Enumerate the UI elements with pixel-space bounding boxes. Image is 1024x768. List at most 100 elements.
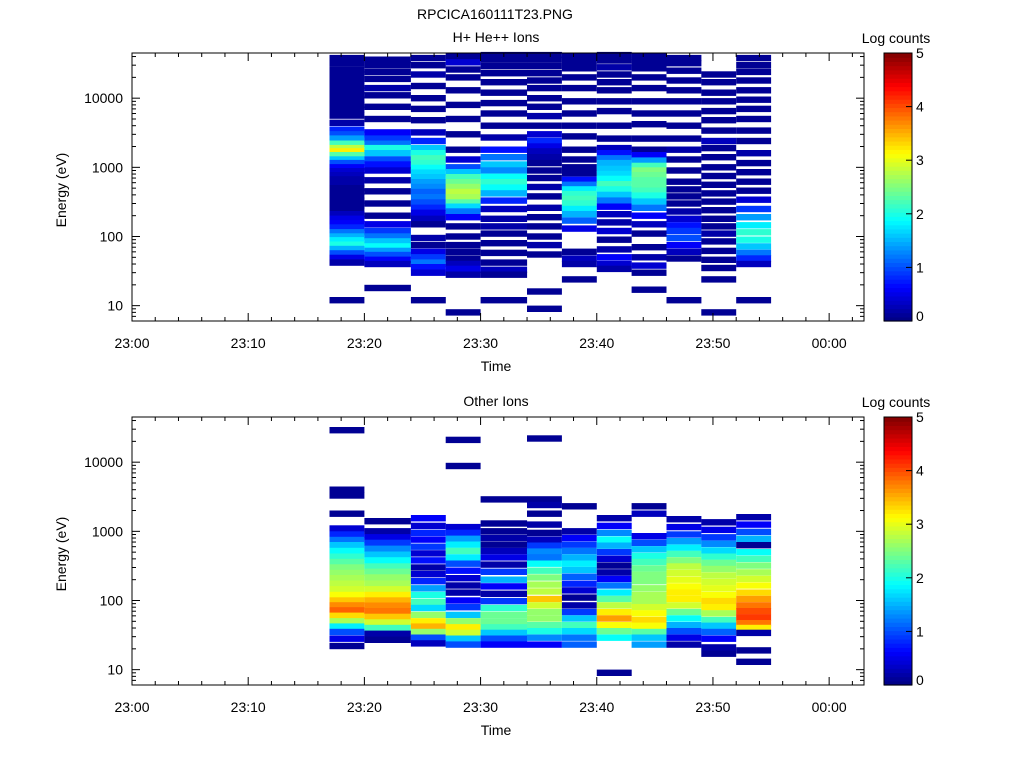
heatmap-cell: [329, 542, 365, 549]
heatmap-cell: [410, 204, 446, 211]
x-tick-label: 23:40: [579, 699, 614, 715]
heatmap-cell: [329, 492, 365, 499]
y-tick-label: 1000: [92, 523, 123, 539]
y-tick-label: 1000: [92, 159, 123, 175]
heatmap-cell: [527, 137, 562, 145]
heatmap-cell: [445, 164, 481, 171]
heatmap-cell: [364, 75, 411, 83]
panel-title: Other Ions: [463, 393, 528, 409]
colorbar-swatch: [884, 421, 912, 426]
colorbar-swatch: [884, 672, 912, 678]
heatmap-cell: [561, 225, 597, 232]
colorbar-swatch: [884, 479, 912, 485]
colorbar-swatch: [884, 245, 912, 251]
heatmap-cell: [561, 615, 597, 622]
heatmap-cell: [364, 188, 411, 195]
heatmap-cell: [701, 223, 737, 230]
heatmap-cell: [527, 615, 562, 622]
heatmap-cell: [736, 521, 772, 528]
colorbar-swatch: [884, 450, 912, 456]
heatmap-cell: [596, 529, 632, 537]
heatmap-cell: [364, 608, 411, 615]
heatmap-cell: [736, 535, 772, 542]
heatmap-cell: [480, 215, 528, 222]
heatmap-cell: [364, 200, 411, 207]
heatmap-cell: [410, 209, 446, 216]
heatmap-cell: [701, 597, 737, 605]
heatmap-cell: [701, 144, 737, 152]
heatmap-cell: [445, 59, 481, 66]
heatmap-cell: [701, 137, 737, 145]
heatmap-cell: [329, 152, 365, 159]
colorbar-swatch: [884, 571, 912, 577]
time-bin: [666, 516, 702, 648]
heatmap-cell: [631, 628, 667, 636]
heatmap-cell: [410, 82, 446, 90]
heatmap-cell: [410, 618, 446, 625]
heatmap-cell: [701, 190, 737, 197]
heatmap-cell: [480, 597, 528, 605]
colorbar-tick-label: 3: [916, 152, 924, 168]
colorbar-tick-label: 1: [916, 259, 924, 275]
heatmap-cell: [666, 538, 702, 545]
heatmap-cell: [329, 607, 365, 614]
heatmap-cell: [364, 84, 411, 92]
heatmap-cell: [596, 236, 632, 243]
heatmap-cell: [329, 66, 365, 73]
colorbar-swatch: [884, 626, 912, 632]
heatmap-cell: [666, 146, 702, 153]
heatmap-cell: [329, 597, 365, 604]
heatmap-cell: [329, 156, 365, 163]
colorbar-swatch: [884, 258, 912, 263]
heatmap-cell: [527, 223, 562, 230]
heatmap-cell: [596, 98, 632, 105]
heatmap-cell: [631, 539, 667, 547]
heatmap-cell: [701, 591, 737, 599]
colorbar-swatch: [884, 609, 912, 615]
heatmap-cell: [596, 254, 632, 261]
colorbar-swatch: [884, 140, 912, 146]
colorbar-swatch: [884, 580, 912, 586]
heatmap-cell: [329, 188, 365, 196]
heatmap-cell: [561, 260, 597, 268]
heatmap-cell: [480, 205, 528, 213]
heatmap-cell: [480, 547, 528, 555]
heatmap-cell: [410, 188, 446, 196]
heatmap-cell: [480, 554, 528, 561]
heatmap-cell: [701, 198, 737, 205]
colorbar-swatch: [884, 655, 912, 661]
heatmap-cell: [596, 582, 632, 589]
heatmap-cell: [666, 516, 702, 523]
heatmap-cell: [666, 234, 702, 242]
heatmap-cell: [736, 602, 772, 609]
heatmap-cell: [329, 193, 365, 200]
heatmap-cell: [701, 117, 737, 124]
heatmap-cell: [736, 555, 772, 563]
heatmap-cell: [527, 154, 562, 161]
heatmap-cell: [445, 611, 481, 619]
colorbar-swatch: [884, 291, 912, 297]
colorbar-swatch: [884, 651, 912, 657]
heatmap-cell: [666, 550, 702, 558]
heatmap-cell: [527, 622, 562, 629]
heatmap-cell: [527, 51, 562, 59]
heatmap-cell: [527, 608, 562, 616]
heatmap-cell: [445, 74, 481, 81]
heatmap-cell: [631, 571, 667, 578]
heatmap-cell: [666, 208, 702, 215]
heatmap-cell: [445, 260, 481, 268]
x-tick-label: 00:00: [812, 699, 847, 715]
heatmap-cell: [631, 53, 667, 60]
x-axis-label: Time: [481, 722, 512, 738]
heatmap-cell: [445, 567, 481, 574]
heatmap-cell: [364, 597, 411, 604]
heatmap-cell: [364, 586, 411, 593]
heatmap-cell: [631, 558, 667, 566]
heatmap-cell: [631, 162, 667, 170]
time-bin: [736, 514, 772, 665]
heatmap-cell: [631, 622, 667, 629]
heatmap-cell: [329, 224, 365, 231]
heatmap-cell: [561, 534, 597, 542]
heatmap-cell: [561, 200, 597, 207]
heatmap-cell: [445, 223, 481, 230]
